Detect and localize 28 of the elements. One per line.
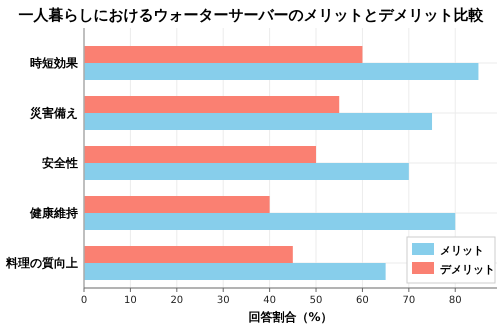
bar (84, 246, 293, 263)
bar (84, 46, 362, 63)
bar (84, 146, 316, 163)
x-tick-label: 30 (216, 295, 230, 306)
x-tick-label: 50 (310, 295, 322, 306)
bar (84, 96, 340, 113)
bar (84, 263, 386, 280)
bar (84, 163, 409, 180)
bar (84, 213, 456, 230)
x-tick-label: 70 (402, 295, 416, 306)
bar (84, 113, 432, 130)
x-tick-label: 80 (448, 295, 462, 306)
x-tick-label: 0 (80, 295, 88, 306)
chart-title: 一人暮らしにおけるウォーターサーバーのメリットとデメリット比較 (18, 6, 484, 24)
legend-label: メリット (440, 244, 484, 257)
x-tick-label: 40 (263, 295, 276, 306)
bar (84, 63, 478, 80)
x-axis-title: 回答割合（%） (248, 310, 333, 324)
x-tick-label: 20 (170, 295, 184, 306)
legend-label: デメリット (440, 263, 495, 276)
y-tick-label: 健康維持 (29, 206, 78, 220)
x-tick-label: 60 (356, 295, 369, 306)
y-tick-label: 料理の質向上 (5, 256, 78, 270)
y-tick-label: 安全性 (42, 156, 78, 170)
y-tick-label: 時短効果 (30, 56, 79, 70)
y-tick-label: 災害備え (29, 106, 78, 120)
x-tick-label: 10 (124, 295, 137, 306)
bar (84, 196, 270, 213)
